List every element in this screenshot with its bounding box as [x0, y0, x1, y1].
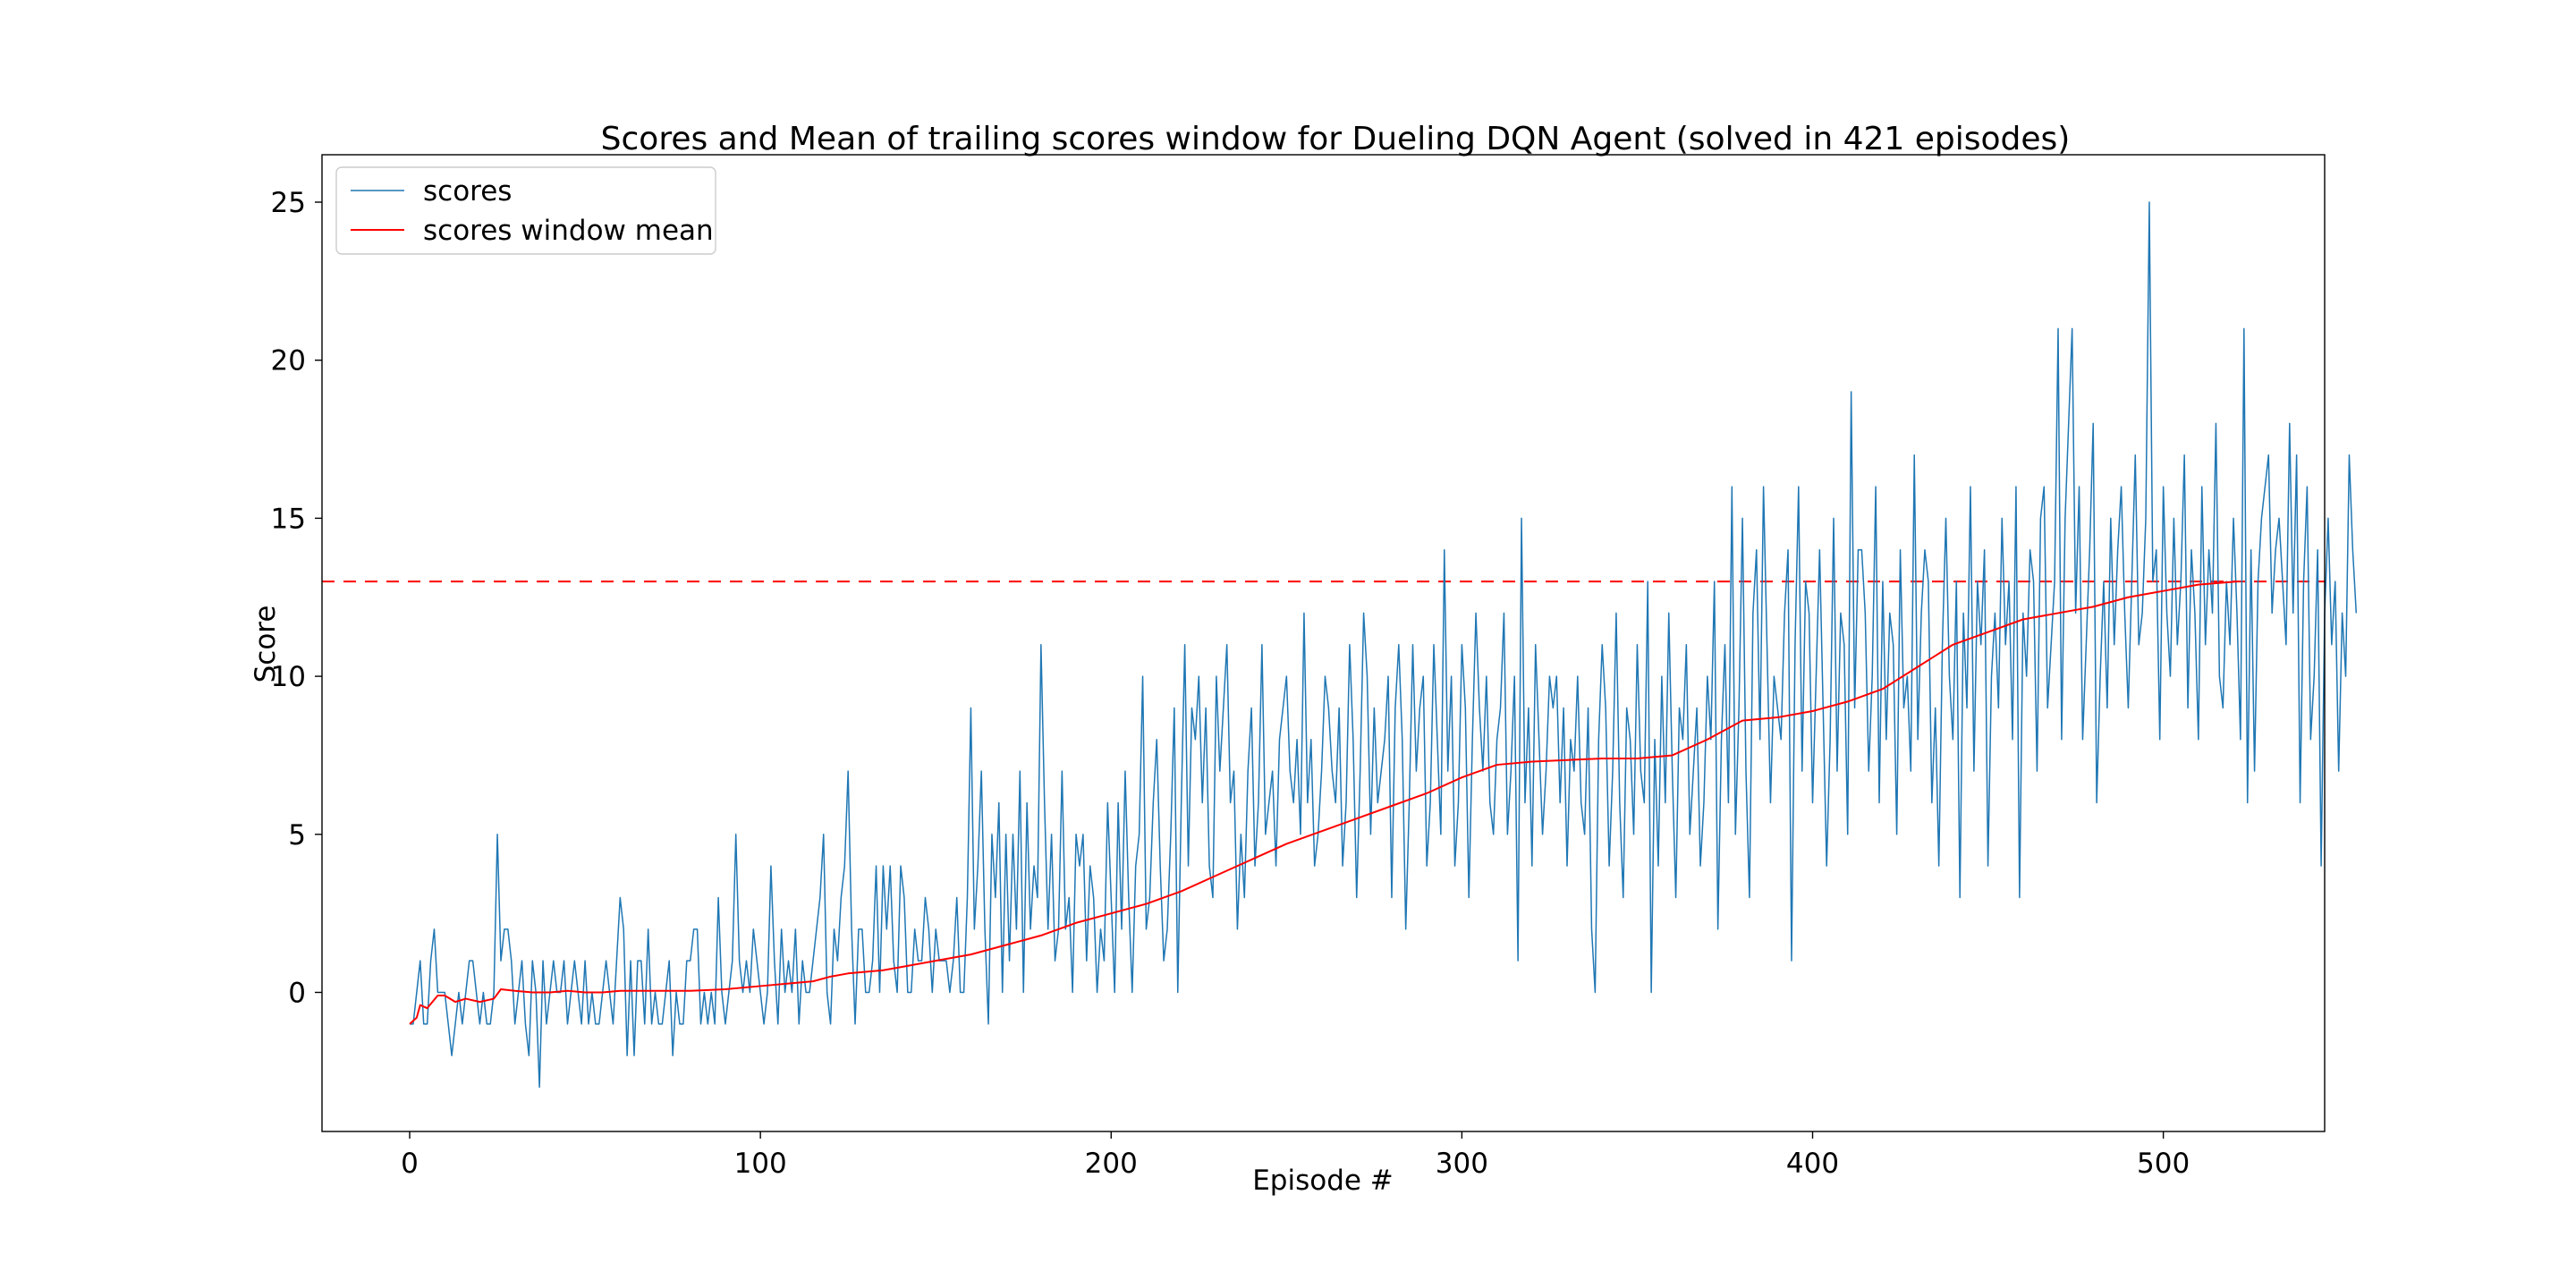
legend-box [335, 166, 716, 255]
plot-area [322, 201, 2358, 1089]
x-tick-label: 500 [2137, 1148, 2190, 1180]
series-line-scores [410, 201, 2358, 1089]
x-tick-label: 400 [1786, 1148, 1839, 1180]
legend-label-window-mean: scores window mean [423, 215, 714, 247]
legend-label-scores: scores [423, 175, 512, 208]
y-tick-label: 5 [288, 819, 306, 852]
y-axis: 0 5 10 15 20 25 [271, 187, 322, 1010]
legend: scores scores window mean [335, 166, 716, 255]
series-line-window-mean [409, 580, 2238, 1025]
x-tick-label: 100 [734, 1148, 787, 1180]
x-tick-label: 200 [1085, 1148, 1138, 1180]
x-tick-label: 300 [1436, 1148, 1488, 1180]
x-axis-label: Episode # [1252, 1165, 1394, 1197]
y-tick-label: 20 [271, 345, 306, 377]
x-tick-label: 0 [401, 1148, 419, 1180]
y-tick-label: 15 [271, 503, 306, 535]
y-tick-label: 25 [271, 187, 306, 219]
y-axis-label: Score [250, 606, 282, 683]
chart-title: Scores and Mean of trailing scores windo… [601, 121, 2071, 157]
y-tick-label: 0 [288, 978, 306, 1010]
y-tick-label: 10 [271, 661, 306, 693]
x-axis: 0 100 200 300 400 500 [401, 1131, 2190, 1180]
plot-frame [321, 154, 2326, 1132]
